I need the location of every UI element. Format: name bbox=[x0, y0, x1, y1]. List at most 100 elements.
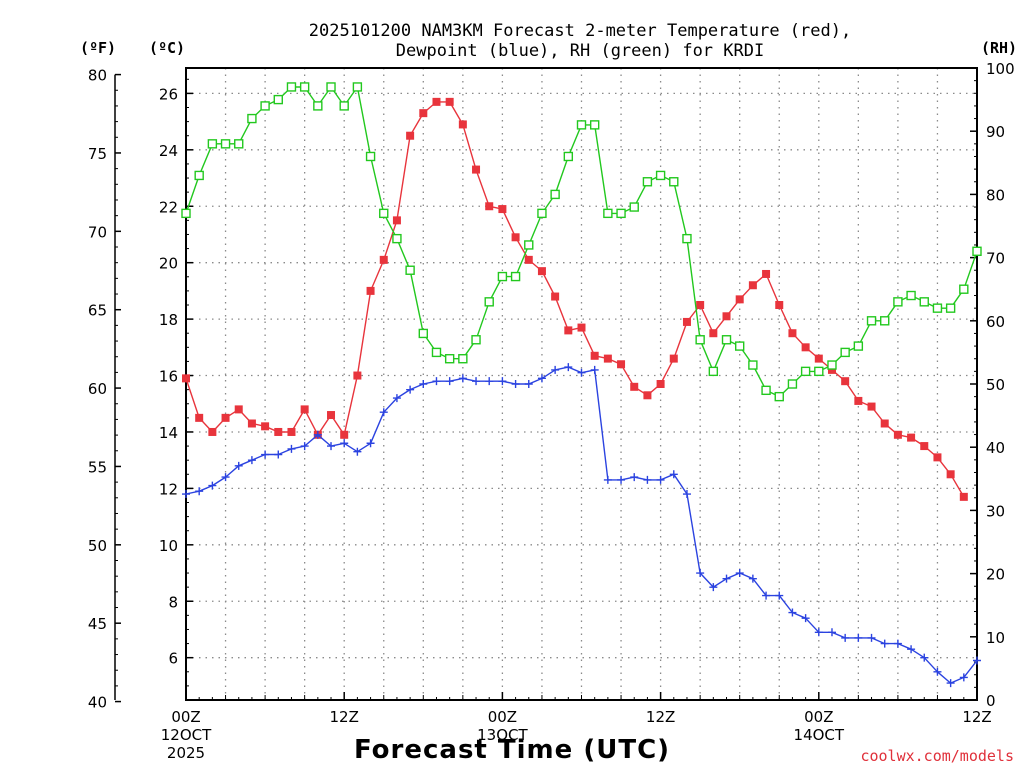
dewpoint-point bbox=[287, 444, 296, 453]
rh-point bbox=[286, 82, 297, 92]
rh-point bbox=[893, 297, 903, 307]
rh-point bbox=[774, 391, 784, 402]
temperature-point bbox=[261, 422, 270, 431]
dewpoint-point bbox=[920, 653, 929, 662]
rh-point bbox=[945, 303, 956, 313]
celsius-unit-label: (ºC) bbox=[149, 39, 185, 57]
temperature-point bbox=[603, 354, 612, 363]
dewpoint-point bbox=[827, 628, 836, 637]
dewpoint-point bbox=[458, 374, 467, 383]
dewpoint-point bbox=[392, 394, 401, 403]
x-tick-label: 00Z bbox=[804, 708, 833, 726]
rh-point bbox=[181, 208, 191, 219]
rh-point bbox=[629, 202, 639, 212]
temperature-point bbox=[577, 323, 586, 332]
temperature-point bbox=[841, 377, 850, 386]
rh-unit-label: (RH) bbox=[981, 39, 1017, 57]
rh-tick-label: 10 bbox=[986, 629, 1005, 647]
celsius-tick-label: 6 bbox=[168, 650, 178, 668]
dewpoint-point bbox=[841, 633, 850, 642]
rh-tick-label: 50 bbox=[986, 376, 1005, 394]
rh-point bbox=[655, 170, 666, 181]
temperature-point bbox=[801, 343, 810, 352]
grid-lines bbox=[186, 68, 977, 700]
temperature-point bbox=[327, 411, 336, 420]
series-2 bbox=[181, 82, 982, 402]
rh-point bbox=[260, 101, 270, 111]
dewpoint-point bbox=[973, 656, 981, 665]
rh-point bbox=[550, 189, 560, 200]
dewpoint-point bbox=[432, 377, 441, 386]
rh-point bbox=[484, 297, 494, 307]
dewpoint-point bbox=[247, 456, 256, 465]
rh-point bbox=[932, 303, 943, 313]
temperature-point bbox=[656, 380, 665, 388]
x-tick-label: 00Z bbox=[488, 708, 517, 726]
fahrenheit-tick-label: 75 bbox=[88, 145, 107, 163]
rh-point bbox=[365, 151, 376, 162]
source-credit[interactable]: coolwx.com/models bbox=[860, 747, 1014, 765]
dewpoint-point bbox=[959, 673, 968, 682]
rh-point bbox=[708, 366, 719, 377]
rh-point bbox=[827, 360, 837, 370]
dewpoint-point bbox=[313, 430, 322, 439]
rh-tick-label: 40 bbox=[986, 439, 1005, 457]
rh-point bbox=[510, 271, 521, 282]
fahrenheit-tick-label: 55 bbox=[88, 458, 107, 476]
temperature-point bbox=[748, 281, 757, 290]
temperature-point bbox=[195, 413, 204, 422]
x-tick-label: 12Z bbox=[330, 708, 359, 726]
dewpoint-point bbox=[933, 667, 942, 676]
rh-point bbox=[247, 113, 257, 124]
dewpoint-point bbox=[524, 380, 533, 388]
dewpoint-point bbox=[669, 470, 678, 479]
temperature-point bbox=[590, 351, 599, 360]
temperature-point bbox=[379, 255, 388, 264]
temperature-point bbox=[617, 360, 626, 369]
rh-point bbox=[853, 341, 864, 351]
rh-point bbox=[458, 354, 468, 364]
dewpoint-point bbox=[485, 377, 494, 386]
rh-point bbox=[616, 208, 626, 219]
rh-point bbox=[906, 290, 916, 301]
temperature-point bbox=[208, 427, 217, 436]
rh-point bbox=[761, 385, 771, 396]
temperature-point bbox=[854, 396, 863, 405]
dewpoint-point bbox=[722, 574, 731, 583]
rh-point bbox=[220, 139, 231, 149]
dewpoint-point bbox=[590, 365, 599, 374]
temperature-point bbox=[392, 216, 401, 225]
temperature-point bbox=[669, 354, 678, 363]
temperature-point bbox=[182, 374, 190, 383]
temperature-point bbox=[920, 442, 929, 451]
temperature-point bbox=[511, 233, 520, 242]
temperature-point bbox=[564, 326, 573, 335]
rh-point bbox=[352, 82, 363, 92]
temperature-point bbox=[274, 427, 283, 436]
rh-point bbox=[563, 151, 574, 162]
rh-point bbox=[603, 208, 613, 219]
rh-point bbox=[431, 347, 442, 358]
temperature-point bbox=[880, 419, 889, 428]
temperature-point bbox=[630, 382, 639, 391]
series-1 bbox=[182, 363, 981, 688]
celsius-tick-label: 14 bbox=[159, 424, 178, 442]
dewpoint-point bbox=[788, 608, 797, 617]
dewpoint-point bbox=[221, 473, 230, 482]
temperature-point bbox=[867, 402, 876, 411]
rh-point bbox=[695, 335, 705, 345]
temperature-point bbox=[353, 371, 362, 380]
temperature-point bbox=[287, 427, 296, 436]
x-tick-date-label: 12OCT bbox=[161, 726, 212, 744]
rh-point bbox=[800, 366, 811, 377]
rh-point bbox=[405, 265, 415, 275]
fahrenheit-unit-label: (ºF) bbox=[80, 39, 116, 57]
dewpoint-point bbox=[327, 442, 336, 451]
dewpoint-point bbox=[748, 574, 757, 583]
dewpoint-point bbox=[551, 365, 560, 374]
temperature-point bbox=[234, 405, 243, 414]
temperature-point bbox=[788, 329, 797, 338]
temperature-point bbox=[300, 405, 309, 414]
temperature-point bbox=[445, 97, 454, 106]
